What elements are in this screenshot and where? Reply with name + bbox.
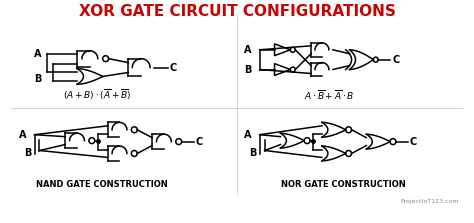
Text: B: B xyxy=(34,74,41,84)
Text: ProjectIoT123.com: ProjectIoT123.com xyxy=(401,199,459,204)
Text: C: C xyxy=(410,137,417,147)
Text: A: A xyxy=(244,45,252,55)
Text: C: C xyxy=(195,137,203,147)
Text: NAND GATE CONSTRUCTION: NAND GATE CONSTRUCTION xyxy=(36,180,168,189)
Text: XOR GATE CIRCUIT CONFIGURATIONS: XOR GATE CIRCUIT CONFIGURATIONS xyxy=(79,4,395,19)
Text: A: A xyxy=(244,130,252,140)
Text: C: C xyxy=(392,55,399,65)
Text: NOR GATE CONSTRUCTION: NOR GATE CONSTRUCTION xyxy=(281,180,406,189)
Text: A: A xyxy=(34,49,41,59)
Text: B: B xyxy=(245,64,252,74)
Text: A: A xyxy=(19,130,27,140)
Text: B: B xyxy=(249,149,257,159)
Text: B: B xyxy=(24,149,32,159)
Text: $(A+B)\cdot(\overline{A}+\overline{B})$: $(A+B)\cdot(\overline{A}+\overline{B})$ xyxy=(63,88,131,102)
Text: $A\cdot\overline{B}+\overline{A}\cdot B$: $A\cdot\overline{B}+\overline{A}\cdot B$ xyxy=(304,88,354,102)
Text: C: C xyxy=(170,63,177,72)
